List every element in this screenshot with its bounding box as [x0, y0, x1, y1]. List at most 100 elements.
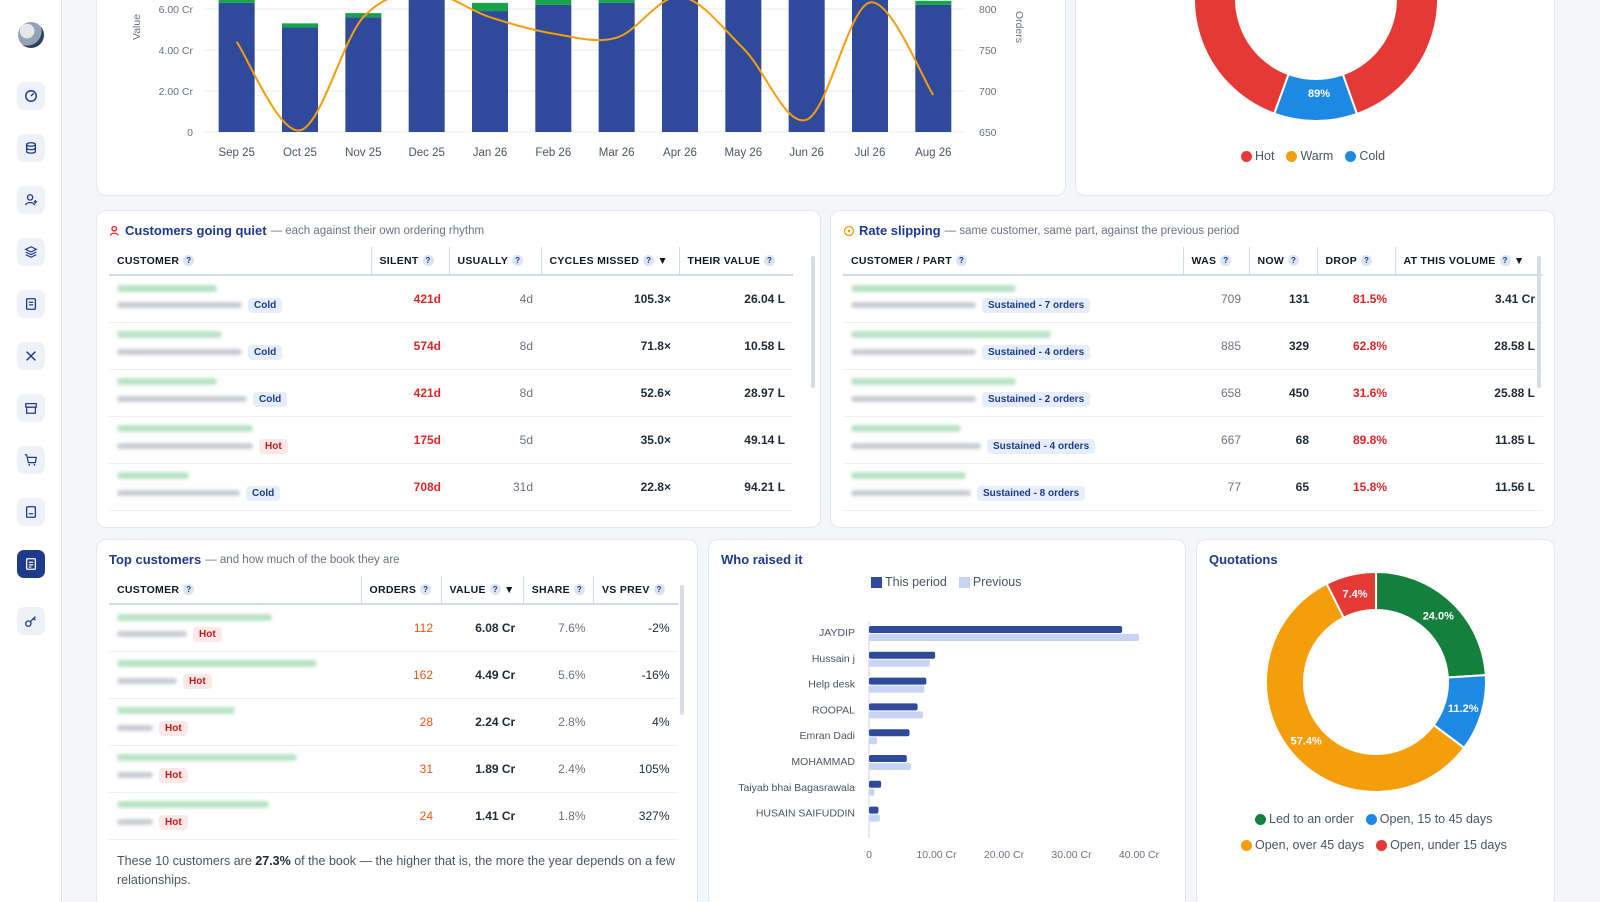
share-cell: 5.6% [523, 651, 594, 699]
layers-icon[interactable] [17, 238, 45, 266]
scrollbar[interactable] [1537, 256, 1541, 388]
database-icon[interactable] [17, 134, 45, 162]
their-value-cell: 28.97 L [679, 369, 793, 417]
help-icon[interactable]: ? [643, 255, 655, 267]
help-icon[interactable]: ? [764, 255, 776, 267]
legend-item-led-to-order[interactable]: Led to an order [1255, 812, 1354, 826]
customer-name[interactable] [117, 378, 217, 386]
customer-name[interactable] [851, 425, 961, 433]
help-icon[interactable]: ? [1220, 255, 1232, 267]
status-badge: Sustained - 4 orders [982, 344, 1091, 360]
customer-part-cell: Sustained - 8 orders [843, 463, 1183, 511]
customer-name[interactable] [117, 284, 217, 292]
help-icon[interactable]: ? [574, 584, 585, 596]
customer-name[interactable] [851, 331, 1051, 339]
col-share[interactable]: SHARE? [523, 576, 595, 605]
scrollbar[interactable] [811, 256, 815, 388]
col-orders[interactable]: ORDERS? [361, 576, 442, 605]
table-row[interactable]: Hot 175d 5d 35.0× 49.14 L [109, 416, 793, 464]
help-icon[interactable]: ? [1499, 255, 1511, 267]
value-bar-segment [345, 13, 382, 18]
dashboard-icon[interactable] [17, 82, 45, 110]
col-silent[interactable]: SILENT? [371, 247, 450, 276]
legend-item-open-over-45[interactable]: Open, over 45 days [1241, 838, 1364, 852]
customer-meta [117, 678, 177, 685]
customer-name[interactable] [117, 472, 189, 480]
customer-name[interactable] [117, 754, 297, 762]
table-row[interactable]: Cold 708d 31d 22.8× 94.21 L [109, 463, 793, 511]
legend-item-this-period[interactable]: This period [871, 575, 947, 589]
sort-desc-icon[interactable]: ▼ [504, 583, 515, 596]
usually-cell: 5d [449, 416, 541, 464]
col-customer[interactable]: CUSTOMER? [109, 247, 372, 276]
user-add-icon[interactable] [17, 186, 45, 214]
customer-cell: Hot [109, 745, 361, 793]
col-now[interactable]: NOW? [1249, 247, 1318, 276]
table-row[interactable]: Cold 574d 8d 71.8× 10.58 L [109, 322, 793, 370]
table-row[interactable]: Sustained - 8 orders 77 65 15.8% 11.56 L [843, 463, 1543, 511]
cycles-missed-cell: 52.6× [541, 369, 679, 417]
help-icon[interactable]: ? [422, 255, 434, 267]
table-row[interactable]: Sustained - 2 orders 658 450 31.6% 25.88 L [843, 369, 1543, 417]
col-customer[interactable]: CUSTOMER? [109, 576, 362, 605]
help-icon[interactable]: ? [955, 255, 967, 267]
table-row[interactable]: Cold 421d 8d 52.6× 28.97 L [109, 369, 793, 417]
help-icon[interactable]: ? [420, 584, 432, 596]
customer-name[interactable] [117, 425, 253, 433]
table-row[interactable]: Sustained - 7 orders 709 131 81.5% 3.41 Cr [843, 275, 1543, 323]
key-icon[interactable] [17, 607, 45, 635]
legend-item-open-15-45[interactable]: Open, 15 to 45 days [1365, 812, 1492, 826]
col-drop[interactable]: DROP? [1317, 247, 1396, 276]
help-icon[interactable]: ? [1288, 255, 1300, 267]
cart-icon[interactable] [17, 446, 45, 474]
help-icon[interactable]: ? [653, 584, 665, 596]
table-row[interactable]: Sustained - 4 orders 885 329 62.8% 28.58 L [843, 322, 1543, 370]
table-row[interactable]: Hot 112 6.08 Cr 7.6% -2% [109, 604, 678, 652]
help-icon[interactable]: ? [1361, 255, 1373, 267]
customer-name[interactable] [117, 331, 222, 339]
customer-name[interactable] [117, 707, 235, 715]
col-customer-part[interactable]: CUSTOMER / PART? [843, 247, 1184, 276]
col-was[interactable]: WAS? [1183, 247, 1250, 276]
this-period-bar [869, 780, 882, 788]
sort-desc-icon[interactable]: ▼ [1513, 254, 1525, 267]
table-row[interactable]: Cold 421d 4d 105.3× 26.04 L [109, 275, 793, 323]
customer-name[interactable] [851, 284, 1016, 292]
customer-name[interactable] [851, 472, 966, 480]
table-row[interactable]: Hot 24 1.41 Cr 1.8% 327% [109, 792, 678, 840]
table-row[interactable]: Hot 162 4.49 Cr 5.6% -16% [109, 651, 678, 699]
sort-desc-icon[interactable]: ▼ [657, 254, 669, 267]
help-icon[interactable]: ? [183, 255, 195, 267]
scrollbar[interactable] [680, 585, 684, 715]
legend-item-warm[interactable]: Warm [1286, 149, 1333, 163]
tools-icon[interactable] [17, 342, 45, 370]
who-raised-it-card: Who raised it This period Previous 0 10.0… [708, 539, 1186, 902]
col-their-value[interactable]: THEIR VALUE? [679, 247, 793, 276]
legend-item-cold[interactable]: Cold [1345, 149, 1385, 163]
help-icon[interactable]: ? [183, 584, 195, 596]
customer-name[interactable] [117, 660, 317, 668]
legend-item-open-under-15[interactable]: Open, under 15 days [1376, 838, 1507, 852]
legend-item-hot[interactable]: Hot [1241, 149, 1274, 163]
col-usually[interactable]: USUALLY? [449, 247, 542, 276]
report-icon[interactable] [17, 550, 45, 578]
col-at-this-volume[interactable]: AT THIS VOLUME? ▼ [1395, 247, 1543, 276]
help-icon[interactable]: ? [489, 584, 501, 596]
customer-name[interactable] [117, 613, 272, 621]
col-cycles-missed[interactable]: CYCLES MISSED? ▼ [541, 247, 680, 276]
status-badge: Hot [159, 814, 188, 830]
col-value[interactable]: VALUE? ▼ [441, 576, 524, 605]
customer-name[interactable] [117, 801, 269, 809]
table-row[interactable]: Sustained - 4 orders 667 68 89.8% 11.85 L [843, 416, 1543, 464]
help-icon[interactable]: ? [512, 255, 524, 267]
logo-icon[interactable] [18, 22, 44, 48]
table-row[interactable]: Hot 28 2.24 Cr 2.8% 4% [109, 698, 678, 746]
customer-name[interactable] [851, 378, 1016, 386]
col-vs-prev[interactable]: VS PREV? [593, 576, 678, 605]
legend-item-previous[interactable]: Previous [958, 575, 1021, 589]
ledger-icon[interactable] [17, 498, 45, 526]
archive-icon[interactable] [17, 394, 45, 422]
x-tick-label: 10.00 Cr [916, 849, 957, 861]
table-row[interactable]: Hot 31 1.89 Cr 2.4% 105% [109, 745, 678, 793]
document-icon[interactable] [17, 290, 45, 318]
